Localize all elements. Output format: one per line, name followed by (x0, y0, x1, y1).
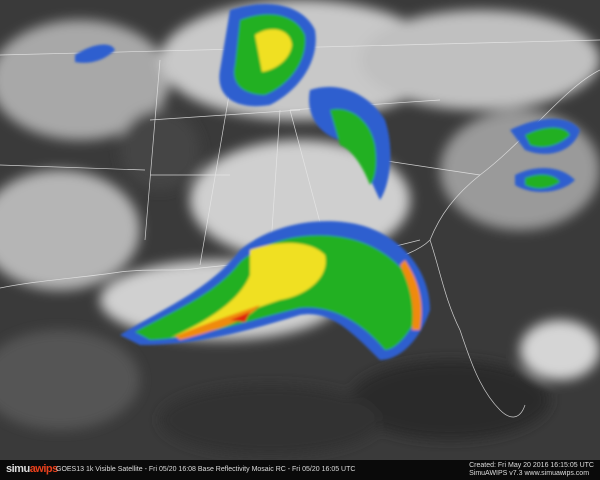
created-info: Created: Fri May 20 2016 16:15:05 UTC Si… (469, 462, 594, 478)
created-timestamp: Created: Fri May 20 2016 16:15:05 UTC (469, 462, 594, 469)
simuawips-logo: simuawips (6, 463, 58, 475)
satellite-map (0, 0, 600, 460)
radar-reflectivity (75, 4, 580, 360)
version-info: SimuAWIPS v7.3 www.simuawips.com (469, 470, 590, 477)
logo-part-awips: awips (29, 463, 59, 475)
product-description: GOES13 1k Visible Satellite - Fri 05/20 … (56, 466, 356, 473)
logo-part-simu: simu (6, 463, 30, 475)
info-footer: simuawips GOES13 1k Visible Satellite - … (0, 460, 600, 480)
